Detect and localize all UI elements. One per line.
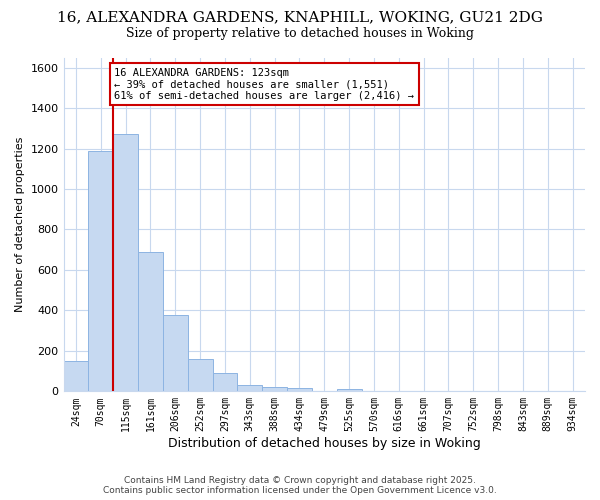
Bar [337, 390, 362, 392]
Bar [262, 387, 287, 392]
Bar [212, 373, 238, 392]
Bar [113, 134, 138, 392]
X-axis label: Distribution of detached houses by size in Woking: Distribution of detached houses by size … [168, 437, 481, 450]
Bar [138, 252, 163, 392]
Text: Size of property relative to detached houses in Woking: Size of property relative to detached ho… [126, 28, 474, 40]
Text: Contains HM Land Registry data © Crown copyright and database right 2025.
Contai: Contains HM Land Registry data © Crown c… [103, 476, 497, 495]
Bar [188, 359, 212, 392]
Text: 16 ALEXANDRA GARDENS: 123sqm
← 39% of detached houses are smaller (1,551)
61% of: 16 ALEXANDRA GARDENS: 123sqm ← 39% of de… [115, 68, 415, 101]
Bar [64, 361, 88, 392]
Bar [287, 388, 312, 392]
Bar [238, 386, 262, 392]
Y-axis label: Number of detached properties: Number of detached properties [15, 136, 25, 312]
Bar [163, 316, 188, 392]
Bar [88, 150, 113, 392]
Text: 16, ALEXANDRA GARDENS, KNAPHILL, WOKING, GU21 2DG: 16, ALEXANDRA GARDENS, KNAPHILL, WOKING,… [57, 10, 543, 24]
